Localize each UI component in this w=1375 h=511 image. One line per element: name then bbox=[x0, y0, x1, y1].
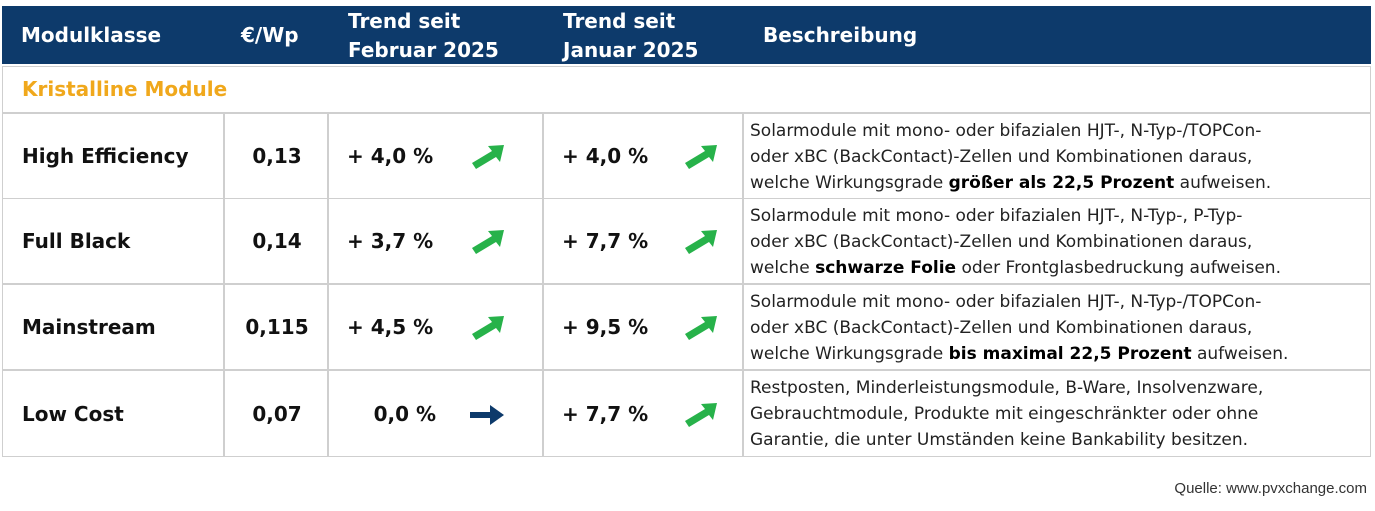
description-line: Garantie, die unter Umständen keine Bank… bbox=[750, 427, 1263, 453]
trend-jan-value: + 4,0 % bbox=[562, 144, 649, 168]
row-description-cell: Solarmodule mit mono- oder bifazialen HJ… bbox=[743, 198, 1371, 284]
row-price-cell: 0,115 bbox=[224, 284, 328, 370]
row-trend-feb-cell: + 3,7 % bbox=[328, 198, 543, 284]
row-name-cell: Full Black bbox=[2, 198, 224, 284]
description-line: Restposten, Minderleistungsmodule, B-War… bbox=[750, 378, 1264, 398]
header-modulklasse: Modulklasse bbox=[21, 23, 162, 47]
source-note: Quelle: www.pvxchange.com bbox=[1174, 480, 1367, 497]
description-text-part: welche Wirkungsgrade bbox=[750, 344, 949, 364]
module-class-name: Low Cost bbox=[22, 401, 124, 426]
row-name-cell: Mainstream bbox=[2, 284, 224, 370]
row-trend-feb-cell: + 4,0 % bbox=[328, 113, 543, 199]
row-trend-jan-cell: + 7,7 % bbox=[543, 370, 743, 457]
trend-jan-value: + 7,7 % bbox=[562, 401, 649, 426]
category-row: Kristalline Module bbox=[2, 66, 1371, 113]
trend-jan-value: + 7,7 % bbox=[562, 229, 649, 253]
header-trend-feb-line1: Trend seit bbox=[348, 9, 461, 33]
trend-jan-value: + 9,5 % bbox=[562, 315, 649, 339]
description-text: Restposten, Minderleistungsmodule, B-War… bbox=[750, 375, 1263, 453]
description-line: welche Wirkungsgrade größer als 22,5 Pro… bbox=[750, 170, 1271, 196]
arrow-right-icon bbox=[470, 401, 504, 429]
row-description-cell: Solarmodule mit mono- oder bifazialen HJ… bbox=[743, 284, 1371, 370]
arrow-up-right-icon bbox=[683, 314, 717, 342]
header-trend-jan-line2: Januar 2025 bbox=[563, 38, 699, 62]
row-trend-jan-cell: + 9,5 % bbox=[543, 284, 743, 370]
description-highlight: bis maximal 22,5 Prozent bbox=[948, 344, 1192, 364]
price-value: 0,14 bbox=[252, 229, 302, 253]
description-text-part: aufweisen. bbox=[1191, 344, 1289, 364]
trend-feb-value: + 4,0 % bbox=[347, 144, 434, 168]
arrow-up-right-icon bbox=[683, 143, 717, 171]
header-price: €/Wp bbox=[241, 23, 299, 47]
row-description-cell: Restposten, Minderleistungsmodule, B-War… bbox=[743, 370, 1371, 457]
trend-feb-value: 0,0 % bbox=[373, 401, 436, 426]
row-price-cell: 0,14 bbox=[224, 198, 328, 284]
trend-feb-value: + 4,5 % bbox=[347, 315, 434, 339]
table-header: Modulklasse €/Wp Trend seit Februar 2025… bbox=[2, 6, 1371, 64]
arrow-up-right-icon bbox=[470, 314, 504, 342]
description-line: oder xBC (BackContact)-Zellen und Kombin… bbox=[750, 232, 1253, 252]
description-text-part: welche bbox=[750, 258, 816, 278]
row-price-cell: 0,13 bbox=[224, 113, 328, 199]
description-text-part: Garantie, die unter Umständen keine Bank… bbox=[750, 430, 1249, 450]
description-line: Solarmodule mit mono- oder bifazialen HJ… bbox=[750, 206, 1243, 226]
arrow-up-right-icon bbox=[470, 228, 504, 256]
description-text: Solarmodule mit mono- oder bifazialen HJ… bbox=[750, 203, 1281, 281]
description-text-part: welche Wirkungsgrade bbox=[750, 173, 949, 193]
row-trend-jan-cell: + 4,0 % bbox=[543, 113, 743, 199]
module-class-name: Full Black bbox=[22, 229, 131, 253]
arrow-up-right-icon bbox=[683, 401, 717, 429]
description-highlight: schwarze Folie bbox=[815, 258, 957, 278]
price-value: 0,115 bbox=[245, 315, 309, 339]
price-value: 0,13 bbox=[252, 144, 302, 168]
price-value: 0,07 bbox=[252, 401, 302, 426]
description-line: welche Wirkungsgrade bis maximal 22,5 Pr… bbox=[750, 341, 1288, 367]
row-trend-jan-cell: + 7,7 % bbox=[543, 198, 743, 284]
description-text: Solarmodule mit mono- oder bifazialen HJ… bbox=[750, 289, 1288, 367]
arrow-up-right-icon bbox=[470, 143, 504, 171]
description-highlight: größer als 22,5 Prozent bbox=[948, 173, 1175, 193]
row-price-cell: 0,07 bbox=[224, 370, 328, 457]
description-line: oder xBC (BackContact)-Zellen und Kombin… bbox=[750, 318, 1253, 338]
row-trend-feb-cell: + 4,5 % bbox=[328, 284, 543, 370]
module-class-name: Mainstream bbox=[22, 315, 156, 339]
arrow-up-right-icon bbox=[683, 228, 717, 256]
description-line: welche schwarze Folie oder Frontglasbedr… bbox=[750, 255, 1281, 281]
description-line: oder xBC (BackContact)-Zellen und Kombin… bbox=[750, 147, 1253, 167]
description-text-part: aufweisen. bbox=[1174, 173, 1272, 193]
row-trend-feb-cell: 0,0 % bbox=[328, 370, 543, 457]
trend-feb-value: + 3,7 % bbox=[347, 229, 434, 253]
row-name-cell: Low Cost bbox=[2, 370, 224, 457]
description-line: Gebrauchtmodule, Produkte mit eingeschrä… bbox=[750, 404, 1259, 424]
category-label: Kristalline Module bbox=[22, 77, 228, 101]
row-name-cell: High Efficiency bbox=[2, 113, 224, 199]
description-text-part: oder Frontglasbedruckung aufweisen. bbox=[956, 258, 1281, 278]
description-line: Solarmodule mit mono- oder bifazialen HJ… bbox=[750, 121, 1262, 141]
header-description: Beschreibung bbox=[763, 23, 918, 47]
header-trend-jan-line1: Trend seit bbox=[563, 9, 676, 33]
description-text: Solarmodule mit mono- oder bifazialen HJ… bbox=[750, 118, 1271, 196]
description-line: Solarmodule mit mono- oder bifazialen HJ… bbox=[750, 292, 1262, 312]
row-description-cell: Solarmodule mit mono- oder bifazialen HJ… bbox=[743, 113, 1371, 199]
header-trend-feb-line2: Februar 2025 bbox=[348, 38, 499, 62]
module-class-name: High Efficiency bbox=[22, 144, 189, 168]
